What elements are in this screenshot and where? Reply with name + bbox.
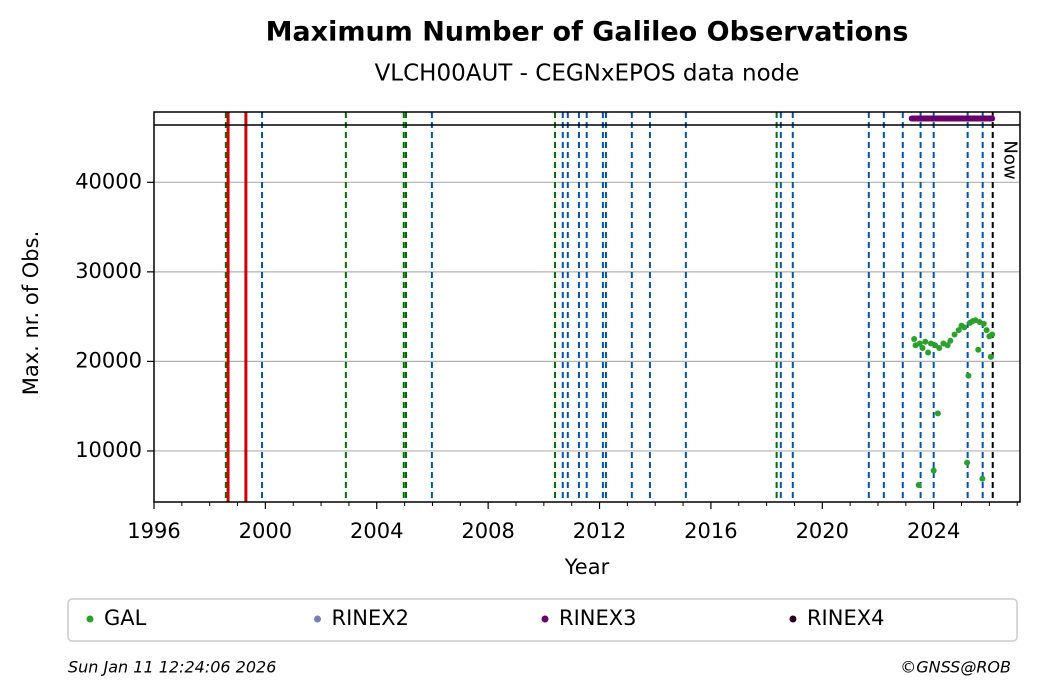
data-point <box>955 327 962 334</box>
data-point <box>936 344 943 351</box>
data-point <box>961 324 968 331</box>
data-point <box>922 338 929 345</box>
data-point <box>980 320 987 327</box>
x-tick-label: 2000 <box>239 519 292 543</box>
legend-marker <box>86 615 94 623</box>
chart-title: Maximum Number of Galileo Observations <box>266 17 909 48</box>
timestamp: Sun Jan 11 12:24:06 2026 <box>68 658 276 677</box>
event-label: Now <box>1000 140 1021 179</box>
data-point <box>919 344 926 351</box>
x-tick-label: 1996 <box>127 519 180 543</box>
data-point <box>975 346 982 353</box>
data-point <box>925 349 932 356</box>
data-point <box>964 459 971 466</box>
data-point <box>947 337 954 344</box>
data-point <box>944 342 951 349</box>
data-point <box>965 372 972 379</box>
x-tick-label: 2024 <box>907 519 960 543</box>
credit: ©GNSS@ROB <box>900 658 1011 677</box>
data-point <box>911 336 918 343</box>
chart-subtitle: VLCH00AUT - CEGNxEPOS data node <box>375 61 800 87</box>
y-axis-label: Max. nr. of Obs. <box>19 231 43 396</box>
data-point <box>934 410 941 417</box>
legend-marker <box>314 615 321 623</box>
data-point <box>951 331 958 338</box>
x-tick-label: 2012 <box>573 519 626 543</box>
x-tick-label: 2020 <box>796 519 849 543</box>
legend-marker <box>541 615 549 623</box>
data-point <box>987 353 994 360</box>
data-point <box>979 475 986 482</box>
x-axis-label: Year <box>564 555 610 579</box>
legend-label: RINEX2 <box>332 606 410 630</box>
data-point <box>916 340 923 347</box>
legend-marker <box>789 615 797 623</box>
y-tick-label: 10000 <box>75 438 142 462</box>
legend-label: GAL <box>104 606 147 630</box>
x-tick-label: 2004 <box>350 519 403 543</box>
y-tick-label: 20000 <box>75 348 142 372</box>
data-point <box>930 467 937 474</box>
legend-label: RINEX4 <box>807 606 885 630</box>
x-tick-label: 2016 <box>684 519 737 543</box>
data-point <box>989 331 996 338</box>
x-tick-label: 2008 <box>461 519 514 543</box>
legend-label: RINEX3 <box>559 606 637 630</box>
y-tick-label: 30000 <box>75 259 142 283</box>
y-tick-label: 40000 <box>75 169 142 193</box>
data-point <box>915 481 922 488</box>
data-point <box>983 327 990 334</box>
plot-frame <box>153 111 1021 503</box>
